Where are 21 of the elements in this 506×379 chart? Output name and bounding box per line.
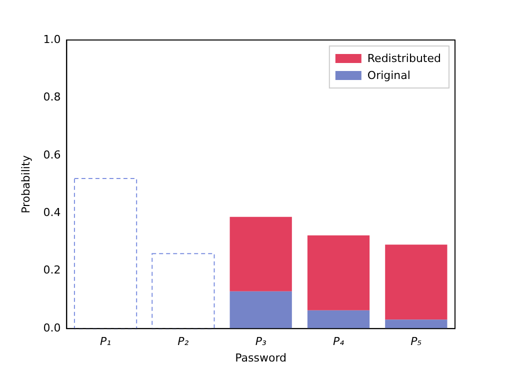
y-tick-label: 0.0 (43, 321, 61, 334)
x-axis-title: Password (235, 351, 287, 364)
x-tick-label: P₅ (410, 335, 422, 348)
y-tick-label: 0.8 (43, 90, 61, 104)
y-tick-label: 0.6 (43, 148, 61, 162)
x-tick-label: P₂ (178, 335, 190, 348)
bar (385, 320, 448, 329)
bar (230, 291, 292, 329)
y-axis-title: Probability (19, 154, 32, 214)
bar (385, 244, 448, 320)
x-tick-label: P₃ (255, 335, 267, 348)
y-tick-label: 1.0 (43, 32, 61, 46)
y-tick-label: 0.2 (43, 264, 61, 277)
x-tick-label: P₄ (332, 335, 345, 348)
bar (230, 216, 292, 292)
legend-label: Redistributed (367, 52, 442, 65)
bar (307, 235, 370, 310)
x-tick-label: P₁ (100, 335, 112, 348)
bar (307, 310, 370, 329)
legend-label: Original (367, 68, 410, 82)
y-tick-label: 0.4 (43, 206, 61, 220)
